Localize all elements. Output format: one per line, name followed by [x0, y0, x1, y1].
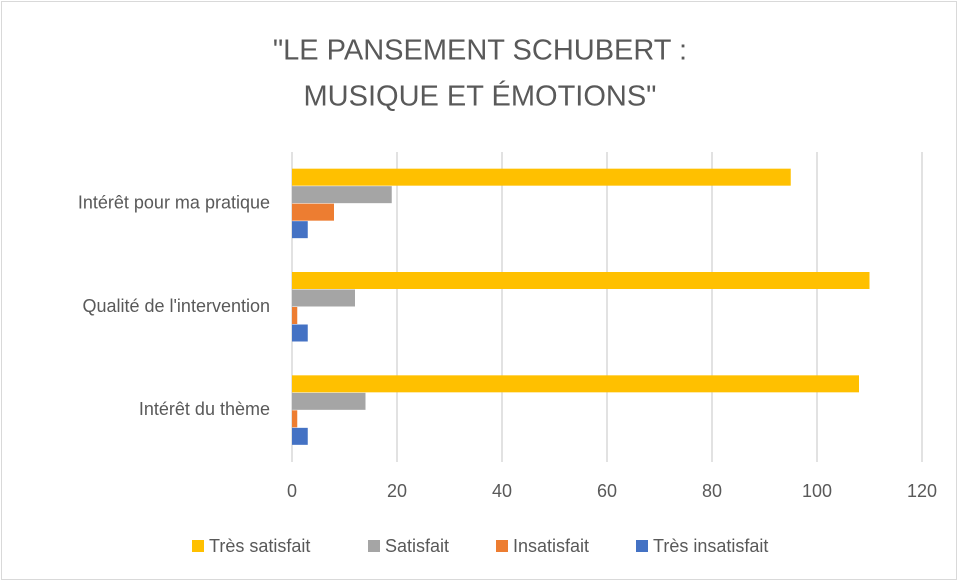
chart-title: "LE PANSEMENT SCHUBERT :	[273, 35, 687, 67]
legend-label: Satisfait	[385, 536, 449, 556]
legend-swatch	[368, 540, 380, 552]
y-tick-label: Intérêt pour ma pratique	[78, 192, 270, 212]
bar	[292, 427, 308, 445]
legend-swatch	[192, 540, 204, 552]
x-tick-label: 20	[387, 481, 407, 501]
bar	[292, 410, 298, 428]
legend-swatch	[496, 540, 508, 552]
bar	[292, 186, 392, 204]
y-tick-label: Intérêt du thème	[139, 399, 270, 419]
legend-label: Très satisfait	[209, 536, 310, 556]
x-tick-label: 80	[702, 481, 722, 501]
bar	[292, 307, 298, 324]
bar	[292, 289, 355, 307]
legend-label: Insatisfait	[513, 536, 589, 556]
x-tick-label: 40	[492, 481, 512, 501]
bar	[292, 203, 334, 221]
x-tick-label: 100	[802, 481, 832, 501]
x-tick-label: 60	[597, 481, 617, 501]
y-tick-label: Qualité de l'intervention	[82, 296, 270, 316]
x-tick-label: 120	[907, 481, 937, 501]
chart-title: MUSIQUE ET ÉMOTIONS"	[304, 80, 657, 113]
bar	[292, 392, 366, 410]
bar	[292, 168, 791, 186]
legend-swatch	[636, 540, 648, 552]
legend-label: Très insatisfait	[653, 536, 768, 556]
bar	[292, 221, 308, 239]
bar	[292, 375, 859, 393]
x-tick-label: 0	[287, 481, 297, 501]
bar	[292, 272, 870, 289]
bar	[292, 324, 308, 342]
